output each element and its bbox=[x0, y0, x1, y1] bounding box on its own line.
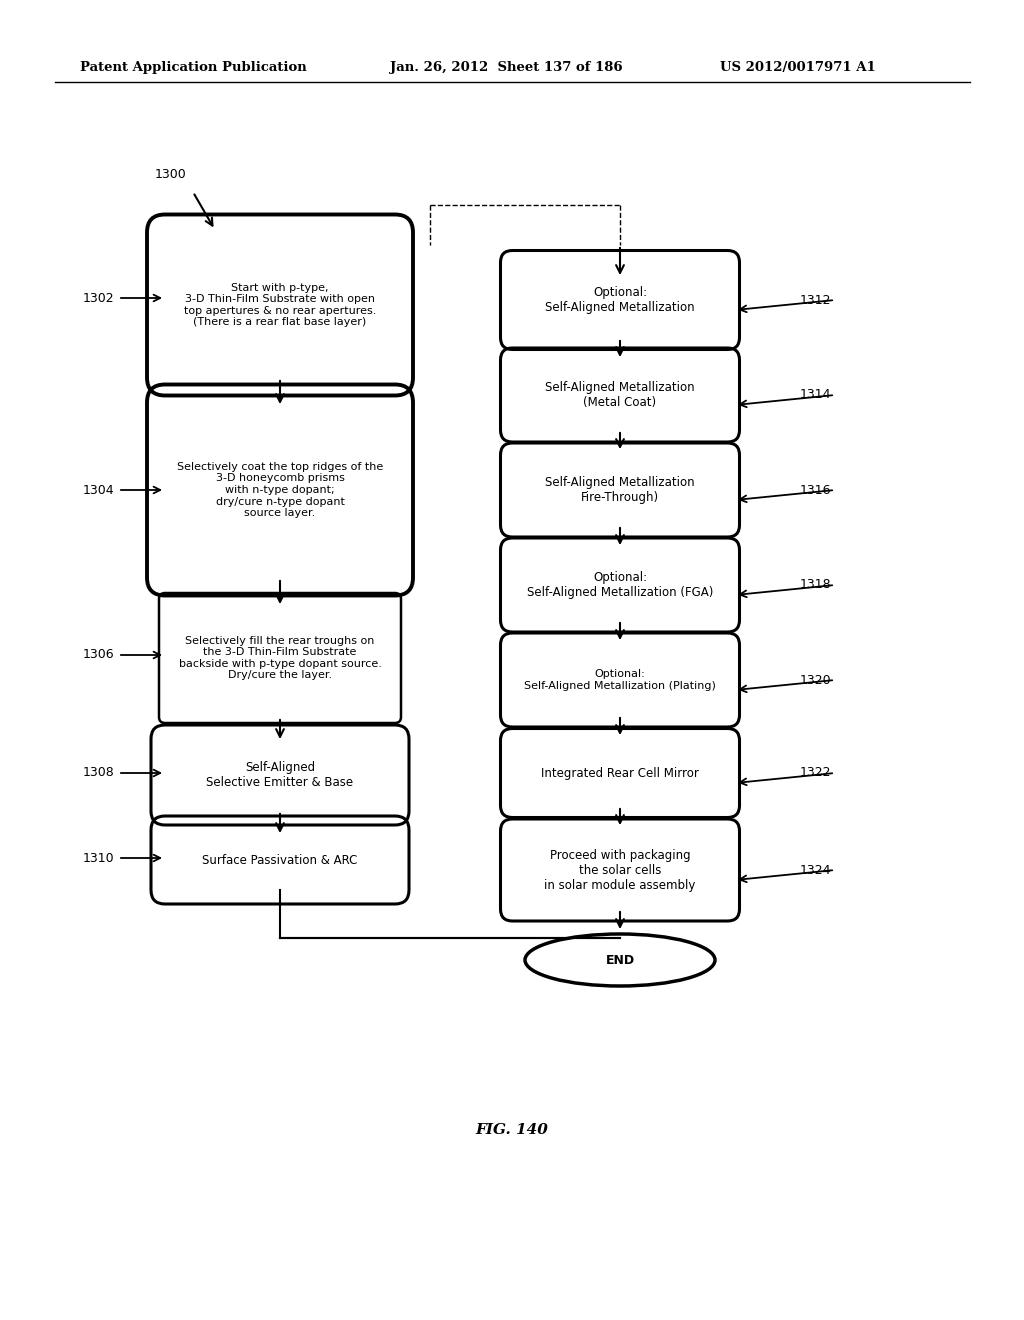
Text: 1316: 1316 bbox=[800, 483, 831, 496]
Text: Self-Aligned Metallization
Fire-Through): Self-Aligned Metallization Fire-Through) bbox=[545, 477, 695, 504]
Text: Jan. 26, 2012  Sheet 137 of 186: Jan. 26, 2012 Sheet 137 of 186 bbox=[390, 62, 623, 74]
Text: FIG. 140: FIG. 140 bbox=[475, 1123, 549, 1137]
Text: Proceed with packaging
the solar cells
in solar module assembly: Proceed with packaging the solar cells i… bbox=[545, 849, 695, 891]
Text: 1320: 1320 bbox=[800, 673, 831, 686]
Text: Integrated Rear Cell Mirror: Integrated Rear Cell Mirror bbox=[541, 767, 699, 780]
Text: Start with p-type,
3-D Thin-Film Substrate with open
top apertures & no rear ape: Start with p-type, 3-D Thin-Film Substra… bbox=[184, 282, 376, 327]
Text: 1322: 1322 bbox=[800, 767, 831, 780]
Text: 1324: 1324 bbox=[800, 863, 831, 876]
Text: 1306: 1306 bbox=[83, 648, 115, 661]
Text: 1302: 1302 bbox=[83, 292, 115, 305]
Text: US 2012/0017971 A1: US 2012/0017971 A1 bbox=[720, 62, 876, 74]
Text: Optional:
Self-Aligned Metallization: Optional: Self-Aligned Metallization bbox=[545, 286, 695, 314]
Text: Optional:
Self-Aligned Metallization (Plating): Optional: Self-Aligned Metallization (Pl… bbox=[524, 669, 716, 690]
Text: END: END bbox=[605, 953, 635, 966]
Text: Self-Aligned Metallization
(Metal Coat): Self-Aligned Metallization (Metal Coat) bbox=[545, 381, 695, 409]
Text: Selectively fill the rear troughs on
the 3-D Thin-Film Substrate
backside with p: Selectively fill the rear troughs on the… bbox=[178, 636, 381, 680]
Text: 1310: 1310 bbox=[83, 851, 115, 865]
Text: Selectively coat the top ridges of the
3-D honeycomb prisms
with n-type dopant;
: Selectively coat the top ridges of the 3… bbox=[177, 462, 383, 519]
Text: 1304: 1304 bbox=[83, 483, 115, 496]
Text: 1314: 1314 bbox=[800, 388, 831, 401]
Text: Surface Passivation & ARC: Surface Passivation & ARC bbox=[203, 854, 357, 866]
Text: 1312: 1312 bbox=[800, 293, 831, 306]
Text: 1300: 1300 bbox=[155, 169, 186, 181]
Text: Optional:
Self-Aligned Metallization (FGA): Optional: Self-Aligned Metallization (FG… bbox=[526, 572, 713, 599]
Text: 1318: 1318 bbox=[800, 578, 831, 591]
Text: Self-Aligned
Selective Emitter & Base: Self-Aligned Selective Emitter & Base bbox=[207, 762, 353, 789]
Text: 1308: 1308 bbox=[83, 767, 115, 780]
Text: Patent Application Publication: Patent Application Publication bbox=[80, 62, 307, 74]
